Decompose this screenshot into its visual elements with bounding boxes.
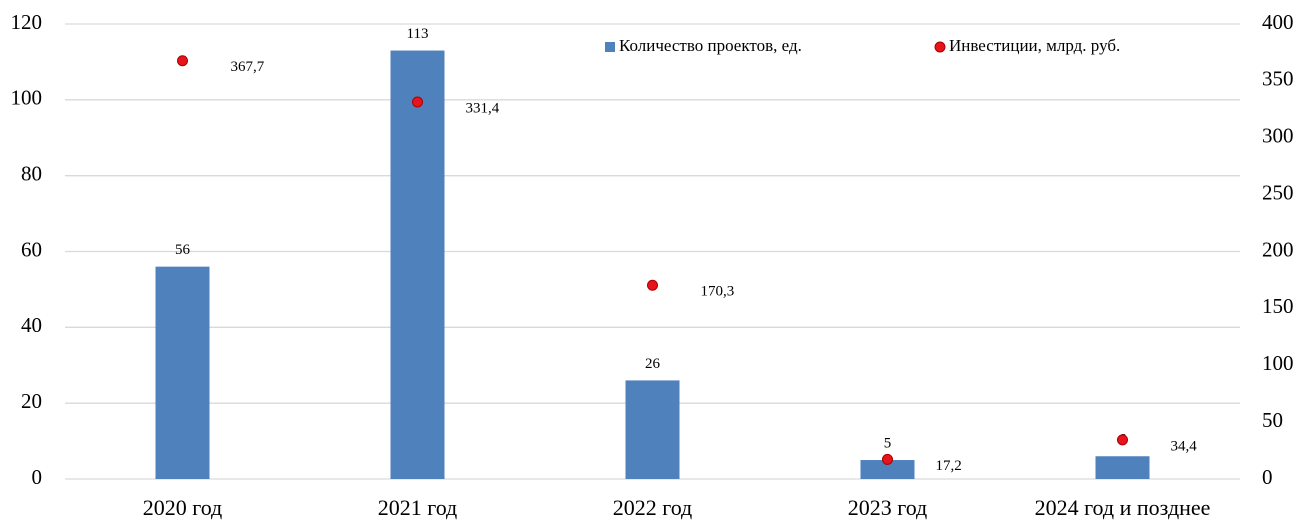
legend-swatch [605,42,615,52]
y2-tick-label: 250 [1262,180,1294,204]
legend-label: Количество проектов, ед. [619,36,802,55]
y2-tick-label: 150 [1262,294,1294,318]
y-tick-label: 60 [21,237,42,261]
y-tick-label: 40 [21,313,42,337]
point [882,453,893,465]
y2-tick-label: 100 [1262,351,1294,375]
y-tick-label: 80 [21,161,42,185]
y2-tick-label: 50 [1262,408,1283,432]
point-value-label: 34,4 [1171,438,1198,454]
point [1117,434,1128,446]
y2-tick-label: 300 [1262,124,1294,148]
bar [860,460,915,479]
bar-value-label: 56 [175,242,191,258]
bar-value-label: 113 [407,26,429,42]
bar [390,50,445,480]
x-tick-label: 2022 год [613,495,693,520]
x-tick-label: 2024 год и позднее [1035,495,1211,520]
y2-tick-label: 200 [1262,237,1294,261]
bar-value-label: 5 [884,435,892,451]
y2-tick-label: 350 [1262,67,1294,91]
legend-swatch [934,41,946,53]
bar-value-label: 26 [645,356,661,372]
y-tick-label: 0 [32,465,43,489]
point-value-label: 17,2 [936,458,962,474]
bar [625,380,680,479]
point [177,55,188,67]
y-tick-label: 20 [21,389,42,413]
point-value-label: 331,4 [466,100,500,116]
y2-tick-label: 400 [1262,10,1294,34]
y2-tick-label: 0 [1262,465,1273,489]
point-value-label: 367,7 [231,59,265,75]
x-tick-label: 2021 год [378,495,458,520]
y-tick-label: 100 [11,86,43,110]
legend-label: Инвестиции, млрд. руб. [949,36,1120,55]
point [647,279,658,291]
point-value-label: 170,3 [701,284,735,300]
bar [155,266,210,479]
y-tick-label: 120 [11,10,43,34]
bar [1095,456,1150,479]
x-tick-label: 2020 год [143,495,223,520]
x-tick-label: 2023 год [848,495,928,520]
point [412,96,423,108]
